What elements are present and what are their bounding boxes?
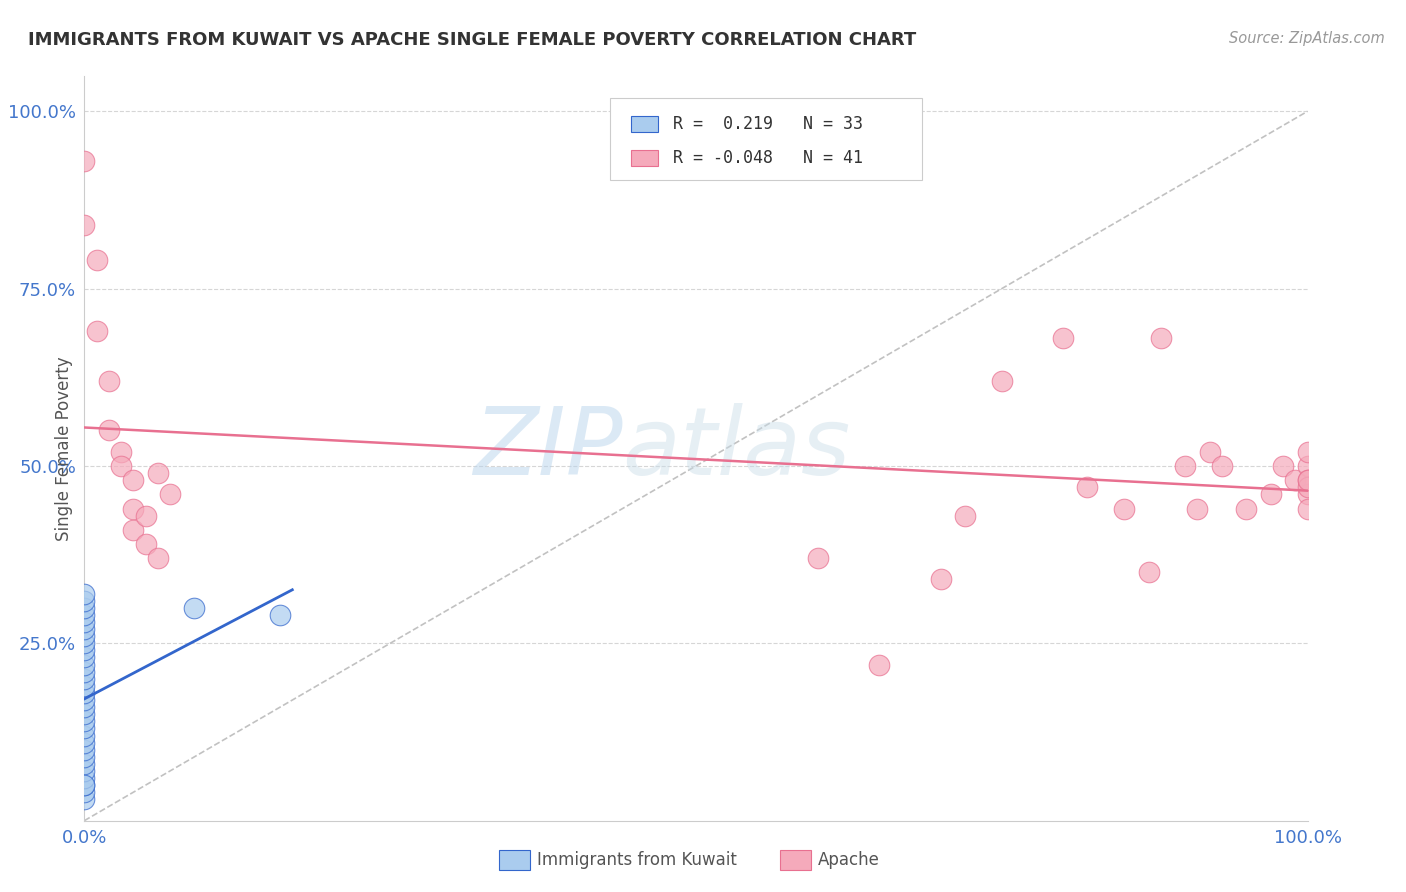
- Point: [1284, 473, 1306, 487]
- Point: [135, 537, 157, 551]
- Point: [73, 587, 96, 601]
- Point: [73, 742, 96, 756]
- Point: [73, 792, 96, 806]
- Point: [991, 374, 1014, 388]
- Text: Immigrants from Kuwait: Immigrants from Kuwait: [537, 851, 737, 869]
- Point: [73, 153, 96, 168]
- Bar: [631, 150, 658, 166]
- Point: [86, 324, 108, 338]
- Point: [1296, 444, 1319, 458]
- Point: [73, 679, 96, 693]
- Point: [122, 501, 145, 516]
- Point: [97, 374, 120, 388]
- Point: [1236, 501, 1258, 516]
- Point: [73, 736, 96, 750]
- Point: [73, 643, 96, 657]
- Point: [73, 600, 96, 615]
- Point: [73, 629, 96, 643]
- Point: [73, 672, 96, 686]
- Point: [73, 218, 96, 232]
- Point: [1296, 473, 1319, 487]
- Point: [73, 615, 96, 629]
- Point: [1272, 458, 1295, 473]
- Point: [122, 473, 145, 487]
- Point: [73, 665, 96, 679]
- Point: [1296, 487, 1319, 501]
- Text: R = -0.048   N = 41: R = -0.048 N = 41: [672, 149, 863, 167]
- Point: [73, 729, 96, 743]
- Point: [807, 551, 830, 566]
- Point: [86, 253, 108, 268]
- Point: [73, 657, 96, 672]
- Text: IMMIGRANTS FROM KUWAIT VS APACHE SINGLE FEMALE POVERTY CORRELATION CHART: IMMIGRANTS FROM KUWAIT VS APACHE SINGLE …: [28, 31, 917, 49]
- Point: [73, 778, 96, 792]
- Point: [73, 622, 96, 636]
- Point: [1198, 444, 1220, 458]
- Point: [73, 714, 96, 729]
- Point: [183, 600, 205, 615]
- Point: [73, 636, 96, 650]
- Text: Source: ZipAtlas.com: Source: ZipAtlas.com: [1229, 31, 1385, 46]
- Bar: [631, 116, 658, 132]
- Point: [269, 607, 291, 622]
- Point: [122, 523, 145, 537]
- Y-axis label: Single Female Poverty: Single Female Poverty: [55, 356, 73, 541]
- Point: [1296, 480, 1319, 494]
- Point: [1260, 487, 1282, 501]
- Point: [1211, 458, 1233, 473]
- Bar: [499, 850, 530, 870]
- Point: [159, 487, 181, 501]
- Point: [73, 686, 96, 700]
- Point: [1052, 331, 1074, 345]
- Point: [1076, 480, 1098, 494]
- Point: [73, 593, 96, 607]
- Point: [73, 607, 96, 622]
- Text: R =  0.219   N = 33: R = 0.219 N = 33: [672, 115, 863, 133]
- Point: [73, 693, 96, 707]
- Point: [73, 650, 96, 665]
- Point: [110, 444, 132, 458]
- Point: [869, 657, 891, 672]
- Point: [1187, 501, 1209, 516]
- Point: [73, 707, 96, 722]
- Point: [146, 466, 169, 480]
- Point: [73, 771, 96, 785]
- Point: [110, 458, 132, 473]
- Point: [929, 573, 952, 587]
- Point: [146, 551, 169, 566]
- Point: [73, 764, 96, 778]
- Point: [97, 424, 120, 438]
- Point: [73, 778, 96, 792]
- Text: atlas: atlas: [623, 402, 851, 494]
- Point: [1150, 331, 1173, 345]
- Point: [1296, 473, 1319, 487]
- Point: [1114, 501, 1136, 516]
- Point: [1296, 501, 1319, 516]
- Point: [135, 508, 157, 523]
- FancyBboxPatch shape: [610, 98, 922, 180]
- Text: ZIP: ZIP: [472, 402, 623, 494]
- Point: [1137, 566, 1160, 580]
- Point: [73, 700, 96, 714]
- Point: [73, 756, 96, 771]
- Point: [1296, 458, 1319, 473]
- Point: [73, 785, 96, 799]
- Bar: [780, 850, 811, 870]
- Point: [1174, 458, 1197, 473]
- Point: [73, 722, 96, 736]
- Point: [73, 749, 96, 764]
- Text: Apache: Apache: [818, 851, 880, 869]
- Point: [953, 508, 976, 523]
